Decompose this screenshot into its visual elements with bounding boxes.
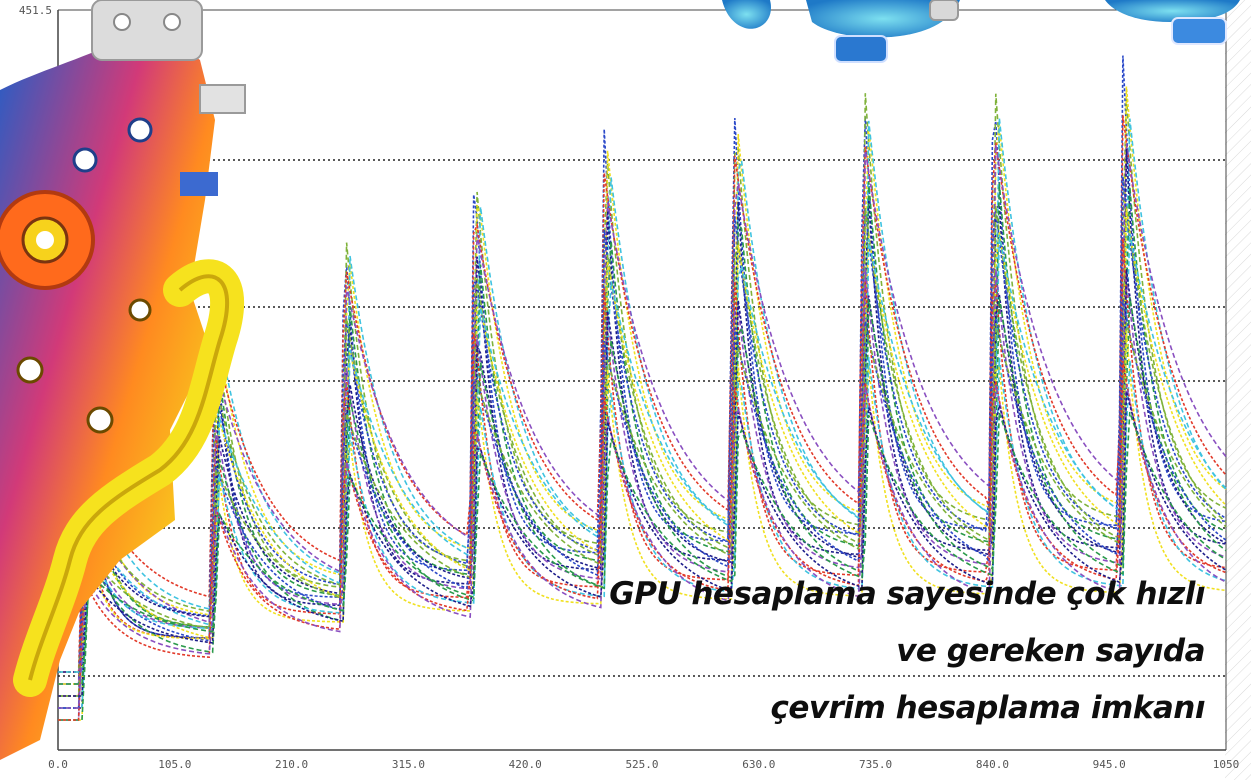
caption-line-3: çevrim hesaplama imkanı [770,690,1206,726]
x-tick-label: 420.0 [509,758,542,771]
series-line [58,176,1227,685]
x-tick-label: 0.0 [48,758,68,771]
y-tick-label: 451.5 [19,4,52,17]
series-line [58,55,1227,721]
caption-line-1: GPU hesaplama sayesinde çok hızlı [609,576,1205,612]
x-tick-labels: 0.0 105.0 210.0 315.0 420.0 525.0 630.0 735.0 84… [48,758,1239,771]
series-line [58,411,1227,685]
x-tick-label: 945.0 [1093,758,1126,771]
cad-part-illustration [0,0,246,760]
series-line [58,391,1227,697]
series-line [58,299,1227,709]
x-tick-label: 105.0 [158,758,191,771]
series-line [58,384,1227,709]
series-line [58,143,1227,721]
series-line [58,115,1227,673]
series-line [58,331,1227,685]
series-line [58,356,1227,673]
x-tick-label: 840.0 [976,758,1009,771]
series-line [58,233,1227,709]
x-tick-label: 315.0 [392,758,425,771]
series-line [58,360,1227,721]
cad-part-fragments [722,0,1240,63]
series-line [58,148,1227,709]
x-tick-label: 630.0 [742,758,775,771]
series-line [58,268,1227,685]
x-tick-label: 525.0 [625,758,658,771]
x-tick-label: 1050 [1213,758,1240,771]
caption-line-2: ve gereken sayıda [896,633,1205,669]
series-line [58,182,1227,697]
series-line [58,322,1227,697]
series-line [58,93,1227,709]
series-line [58,238,1227,697]
series-line [58,205,1227,673]
hatched-margin [1225,0,1251,780]
x-tick-label: 735.0 [859,758,892,771]
series-group [58,55,1227,721]
x-tick-label: 210.0 [275,758,308,771]
series-line [58,86,1227,697]
